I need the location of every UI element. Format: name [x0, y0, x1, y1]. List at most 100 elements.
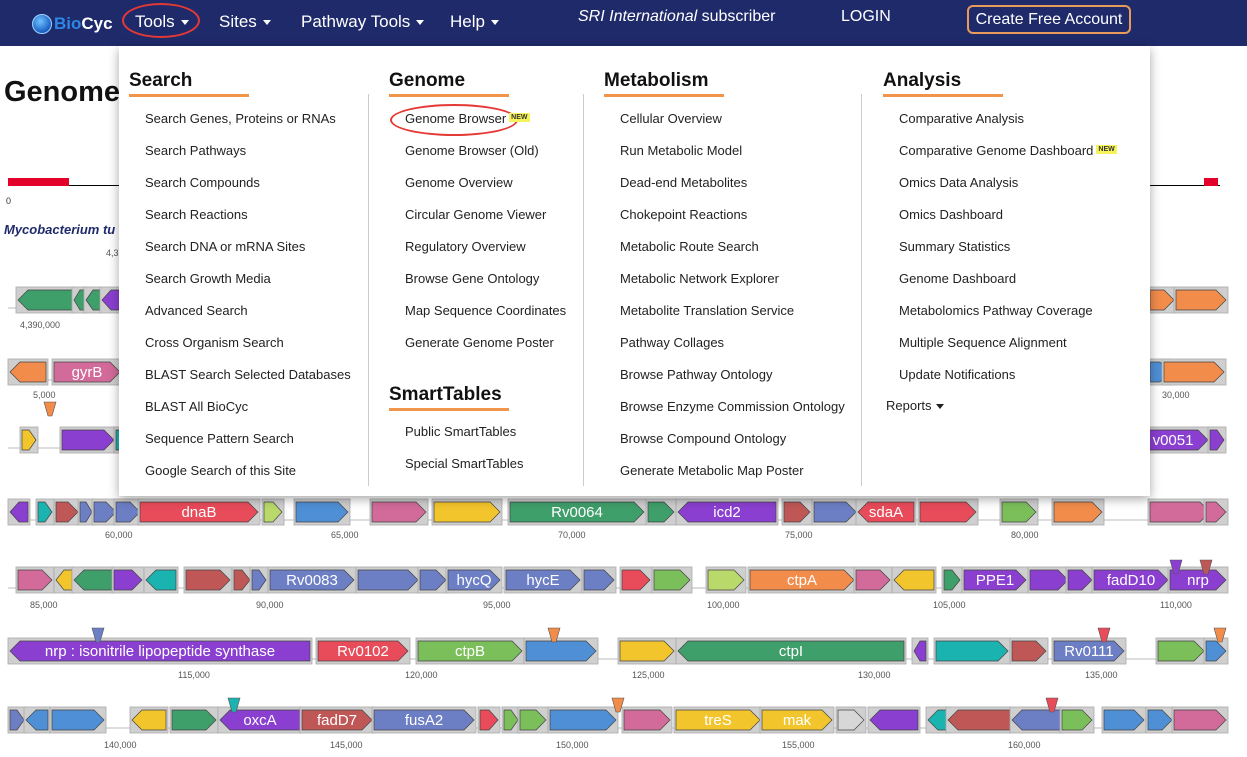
gene-arrow[interactable] [9, 501, 29, 523]
gene-arrow[interactable] [373, 709, 475, 731]
gene-arrow[interactable] [185, 569, 231, 591]
menu-item-metabolomics-pathway-coverage[interactable]: Metabolomics Pathway Coverage [899, 303, 1093, 318]
gene-arrow[interactable] [55, 569, 73, 591]
regulatory-site-marker[interactable] [227, 697, 241, 713]
gene-arrow[interactable] [869, 709, 919, 731]
menu-item-metabolite-translation-service[interactable]: Metabolite Translation Service [620, 303, 794, 318]
gene-arrow[interactable] [17, 569, 53, 591]
gene-arrow[interactable] [963, 569, 1027, 591]
gene-arrow[interactable] [301, 709, 373, 731]
gene-arrow[interactable] [947, 709, 1011, 731]
gene-arrow[interactable] [1157, 640, 1205, 662]
gene-arrow[interactable] [145, 569, 177, 591]
gene-arrow[interactable] [813, 501, 857, 523]
gene-arrow[interactable] [61, 429, 115, 451]
gene-arrow[interactable] [9, 709, 25, 731]
gene-arrow[interactable] [761, 709, 833, 731]
gene-arrow[interactable] [519, 709, 547, 731]
gene-arrow[interactable] [677, 640, 905, 662]
menu-item-genome-browser[interactable]: Genome Browser NEW [405, 111, 530, 126]
menu-item-browse-enzyme-commission-ontology[interactable]: Browse Enzyme Commission Ontology [620, 399, 845, 414]
regulatory-site-marker[interactable] [43, 401, 57, 417]
regulatory-site-marker[interactable] [91, 627, 105, 643]
regulatory-site-marker[interactable] [611, 697, 625, 713]
gene-arrow[interactable] [357, 569, 419, 591]
login-link[interactable]: LOGIN [841, 8, 891, 25]
gene-arrow[interactable] [25, 709, 49, 731]
gene-arrow[interactable] [1175, 289, 1227, 311]
gene-arrow[interactable] [251, 569, 267, 591]
menu-item-browse-compound-ontology[interactable]: Browse Compound Ontology [620, 431, 786, 446]
gene-arrow[interactable] [479, 709, 499, 731]
menu-item-circular-genome-viewer[interactable]: Circular Genome Viewer [405, 207, 546, 222]
menu-item-regulatory-overview[interactable]: Regulatory Overview [405, 239, 526, 254]
gene-arrow[interactable] [269, 569, 355, 591]
menu-item-google-search-of-this-site[interactable]: Google Search of this Site [145, 463, 296, 478]
gene-arrow[interactable] [1103, 709, 1145, 731]
gene-arrow[interactable] [913, 640, 927, 662]
menu-item-blast-all-biocyc[interactable]: BLAST All BioCyc [145, 399, 248, 414]
menu-item-genome-dashboard[interactable]: Genome Dashboard [899, 271, 1016, 286]
menu-item-metabolic-route-search[interactable]: Metabolic Route Search [620, 239, 759, 254]
regulatory-site-marker[interactable] [1045, 697, 1059, 713]
nav-sites-menu[interactable]: Sites [219, 10, 271, 34]
gene-arrow[interactable] [1205, 501, 1227, 523]
gene-arrow[interactable] [935, 640, 1009, 662]
menu-item-sequence-pattern-search[interactable]: Sequence Pattern Search [145, 431, 294, 446]
gene-arrow[interactable] [17, 289, 74, 311]
gene-arrow[interactable] [37, 501, 53, 523]
menu-item-pathway-collages[interactable]: Pathway Collages [620, 335, 724, 350]
menu-item-cross-organism-search[interactable]: Cross Organism Search [145, 335, 284, 350]
gene-arrow[interactable] [1067, 569, 1093, 591]
gene-arrow[interactable] [1011, 640, 1047, 662]
gene-arrow[interactable] [73, 569, 113, 591]
gene-arrow[interactable] [79, 501, 93, 523]
gene-arrow[interactable] [113, 569, 143, 591]
menu-item-multiple-sequence-alignment[interactable]: Multiple Sequence Alignment [899, 335, 1067, 350]
gene-arrow[interactable] [1173, 709, 1227, 731]
menu-item-genome-overview[interactable]: Genome Overview [405, 175, 513, 190]
menu-item-summary-statistics[interactable]: Summary Statistics [899, 239, 1010, 254]
gene-arrow[interactable] [419, 569, 447, 591]
gene-arrow[interactable] [623, 709, 671, 731]
menu-item-generate-metabolic-map-poster[interactable]: Generate Metabolic Map Poster [620, 463, 804, 478]
gene-arrow[interactable] [295, 501, 349, 523]
menu-item-search-genes-proteins-or-rnas[interactable]: Search Genes, Proteins or RNAs [145, 111, 336, 126]
gene-arrow[interactable] [621, 569, 651, 591]
gene-arrow[interactable] [653, 569, 691, 591]
regulatory-site-marker[interactable] [1169, 559, 1183, 575]
menu-item-browse-gene-ontology[interactable]: Browse Gene Ontology [405, 271, 539, 286]
create-account-button[interactable]: Create Free Account [967, 5, 1131, 34]
nav-pathway-tools-menu[interactable]: Pathway Tools [301, 10, 425, 34]
menu-item-browse-pathway-ontology[interactable]: Browse Pathway Ontology [620, 367, 772, 382]
gene-arrow[interactable] [1093, 569, 1169, 591]
menu-item-cellular-overview[interactable]: Cellular Overview [620, 111, 722, 126]
menu-item-update-notifications[interactable]: Update Notifications [899, 367, 1015, 382]
gene-arrow[interactable] [707, 569, 745, 591]
nav-help-menu[interactable]: Help [450, 10, 499, 34]
gene-arrow[interactable] [51, 709, 105, 731]
menu-item-dead-end-metabolites[interactable]: Dead-end Metabolites [620, 175, 747, 190]
gene-arrow[interactable] [317, 640, 409, 662]
gene-arrow[interactable] [619, 640, 675, 662]
gene-arrow[interactable] [1011, 709, 1063, 731]
gene-arrow[interactable] [139, 501, 259, 523]
gene-arrow[interactable] [93, 501, 117, 523]
gene-arrow[interactable] [1001, 501, 1037, 523]
gene-arrow[interactable] [855, 569, 891, 591]
regulatory-site-marker[interactable] [1199, 559, 1213, 575]
menu-item-omics-dashboard[interactable]: Omics Dashboard [899, 207, 1003, 222]
gene-arrow[interactable] [371, 501, 427, 523]
gene-arrow[interactable] [783, 501, 811, 523]
gene-arrow[interactable] [1147, 709, 1173, 731]
menu-item-generate-genome-poster[interactable]: Generate Genome Poster [405, 335, 554, 350]
gene-arrow[interactable] [219, 709, 301, 731]
ruler-viewport-marker[interactable] [8, 178, 69, 186]
gene-arrow[interactable] [131, 709, 167, 731]
regulatory-site-marker[interactable] [1213, 627, 1227, 643]
menu-item-public-smarttables[interactable]: Public SmartTables [405, 424, 516, 439]
gene-arrow[interactable] [1205, 640, 1227, 662]
menu-item-search-dna-or-mrna-sites[interactable]: Search DNA or mRNA Sites [145, 239, 305, 254]
gene-arrow[interactable] [1029, 569, 1069, 591]
gene-arrow[interactable] [503, 709, 519, 731]
